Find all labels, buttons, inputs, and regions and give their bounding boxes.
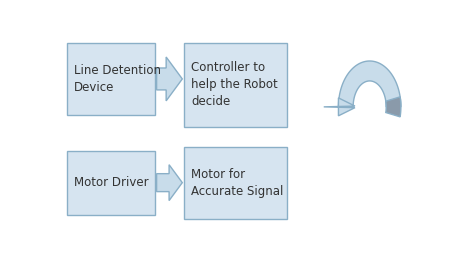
Text: Motor for
Accurate Signal: Motor for Accurate Signal <box>191 168 284 198</box>
Text: Line Detention
Device: Line Detention Device <box>74 64 161 94</box>
Polygon shape <box>386 97 401 117</box>
Polygon shape <box>156 57 182 101</box>
Text: Motor Driver: Motor Driver <box>74 176 148 189</box>
Polygon shape <box>338 61 401 107</box>
FancyBboxPatch shape <box>66 43 155 115</box>
FancyBboxPatch shape <box>184 43 287 127</box>
Polygon shape <box>156 165 182 200</box>
FancyBboxPatch shape <box>66 151 155 214</box>
Polygon shape <box>324 98 355 116</box>
FancyBboxPatch shape <box>184 147 287 219</box>
Text: Controller to
help the Robot
decide: Controller to help the Robot decide <box>191 61 278 109</box>
